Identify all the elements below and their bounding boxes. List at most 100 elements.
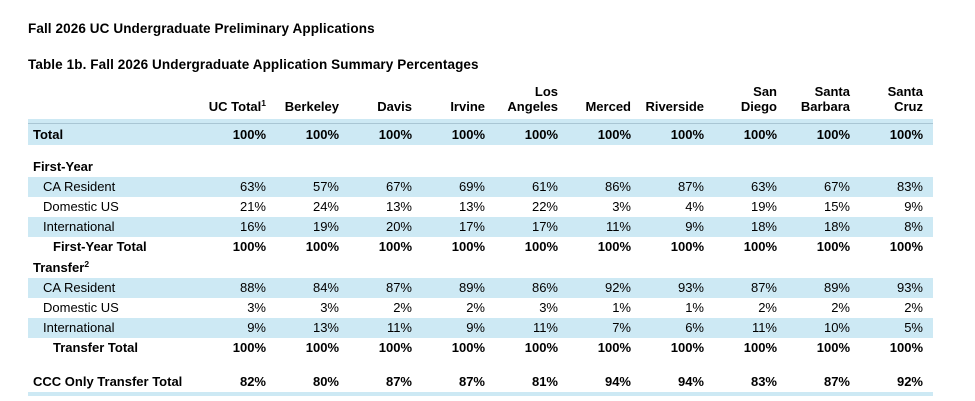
- value-cell: 100%: [378, 239, 412, 254]
- value-cell: 8%: [904, 219, 923, 234]
- value-cell: 89%: [458, 280, 485, 295]
- row-label-cell: International: [28, 217, 203, 237]
- row-label-cell: First-Year Total: [28, 237, 203, 257]
- value-cell: 100%: [232, 126, 266, 142]
- table-header-row: UC Total1 Berkeley Davis Irvine Los Angeles M…: [28, 84, 933, 119]
- value-cell: 20%: [385, 219, 412, 234]
- value-cell: 100%: [378, 126, 412, 142]
- value-cell: 11%: [386, 320, 412, 335]
- row-label-cell: Total: [28, 125, 203, 145]
- value-cell: 100%: [816, 340, 850, 355]
- column-header-merced: Merced: [568, 99, 641, 114]
- value-cell: 11%: [532, 320, 558, 335]
- value-cell: 94%: [604, 374, 631, 389]
- value-cell: 17%: [458, 219, 485, 234]
- value-cell: 69%: [458, 179, 485, 194]
- value-cell: 2%: [904, 300, 923, 315]
- row-label: CA Resident: [43, 179, 116, 194]
- table-row-international: International 9% 13% 11% 9% 11% 7% 6% 11% 10% 5%: [28, 318, 933, 338]
- table-body: Total 100% 100% 100% 100% 100% 100% 100% 100% 100…: [28, 124, 933, 392]
- table-row-ccc-only-transfer-total: CCC Only Transfer Total 82% 80% 87% 87% 81% 94…: [28, 372, 933, 392]
- value-cell: 100%: [451, 239, 485, 254]
- column-header-berkeley: Berkeley: [276, 99, 349, 114]
- value-cell: 13%: [312, 320, 339, 335]
- value-cell: 19%: [312, 219, 339, 234]
- value-cell: 100%: [743, 126, 777, 142]
- value-cell: 100%: [524, 340, 558, 355]
- table-row-first-year-total: First-Year Total 100% 100% 100% 100% 100% 100%…: [28, 237, 933, 257]
- table-row-ca-resident: CA Resident 63% 57% 67% 69% 61% 86% 87% 63% 67% 83…: [28, 177, 933, 197]
- column-header-san-diego: San Diego: [714, 84, 787, 114]
- value-cell: 100%: [524, 239, 558, 254]
- value-cell: 16%: [239, 219, 266, 234]
- value-cell: 86%: [604, 179, 631, 194]
- value-cell: 87%: [458, 374, 485, 389]
- value-cell: 100%: [305, 340, 339, 355]
- value-cell: 100%: [889, 126, 923, 142]
- row-label-cell: First-Year: [28, 157, 203, 177]
- value-cell: 24%: [312, 199, 339, 214]
- value-cell: 87%: [823, 374, 850, 389]
- row-label: CCC Only Transfer Total: [33, 374, 183, 389]
- value-cell: 100%: [305, 239, 339, 254]
- value-cell: 2%: [758, 300, 777, 315]
- value-cell: 100%: [670, 239, 704, 254]
- value-cell: 100%: [816, 239, 850, 254]
- value-cell: 18%: [823, 219, 850, 234]
- value-cell: 100%: [597, 126, 631, 142]
- value-cell: 83%: [750, 374, 777, 389]
- value-cell: 13%: [458, 199, 485, 214]
- value-cell: 100%: [743, 239, 777, 254]
- column-header-santa-cruz: Santa Cruz: [860, 84, 933, 114]
- value-cell: 100%: [451, 126, 485, 142]
- value-cell: 9%: [904, 199, 923, 214]
- value-cell: 1%: [612, 300, 631, 315]
- value-cell: 87%: [385, 374, 412, 389]
- value-cell: 3%: [320, 300, 339, 315]
- value-cell: 88%: [239, 280, 266, 295]
- value-cell: 21%: [239, 199, 266, 214]
- value-cell: 9%: [466, 320, 485, 335]
- value-cell: 3%: [612, 199, 631, 214]
- column-header-label: Los Angeles: [507, 84, 558, 114]
- value-cell: 100%: [670, 126, 704, 142]
- column-header-uc-total: UC Total1: [203, 99, 276, 114]
- value-cell: 100%: [889, 340, 923, 355]
- table-row-first-year: First-Year: [28, 156, 933, 177]
- column-header-label: UC Total: [208, 99, 262, 114]
- row-label: Domestic US: [43, 199, 119, 214]
- value-cell: 87%: [677, 179, 704, 194]
- table-row-international: International 16% 19% 20% 17% 17% 11% 9% 18% 18% 8…: [28, 217, 933, 237]
- value-cell: 6%: [685, 320, 704, 335]
- column-header-label: Merced: [585, 99, 631, 114]
- value-cell: 2%: [393, 300, 412, 315]
- value-cell: 9%: [247, 320, 266, 335]
- spacer-row: [28, 358, 933, 372]
- value-cell: 92%: [896, 374, 923, 389]
- value-cell: 100%: [232, 239, 266, 254]
- value-cell: 100%: [743, 340, 777, 355]
- value-cell: 1%: [685, 300, 704, 315]
- column-header-label: Davis: [377, 99, 412, 114]
- column-header-label: Santa Barbara: [800, 84, 850, 114]
- column-header-label: San Diego: [740, 84, 777, 114]
- row-label: First-Year Total: [53, 239, 147, 254]
- row-label-cell: Domestic US: [28, 298, 203, 318]
- value-cell: 100%: [232, 340, 266, 355]
- value-cell: 5%: [904, 320, 923, 335]
- footnote-marker: 2: [84, 258, 90, 269]
- value-cell: 100%: [451, 340, 485, 355]
- row-label-cell: International: [28, 318, 203, 338]
- column-header-irvine: Irvine: [422, 99, 495, 114]
- table-row-domestic-us: Domestic US 3% 3% 2% 2% 3% 1% 1% 2% 2% 2%: [28, 298, 933, 318]
- row-label-cell: Transfer Total: [28, 338, 203, 358]
- column-header-label: Riverside: [645, 99, 704, 114]
- spacer-row: [28, 145, 933, 156]
- row-label: First-Year: [33, 158, 93, 174]
- value-cell: 22%: [531, 199, 558, 214]
- value-cell: 100%: [889, 239, 923, 254]
- value-cell: 63%: [239, 179, 266, 194]
- table-row-transfer: Transfer2: [28, 257, 933, 278]
- value-cell: 11%: [751, 320, 777, 335]
